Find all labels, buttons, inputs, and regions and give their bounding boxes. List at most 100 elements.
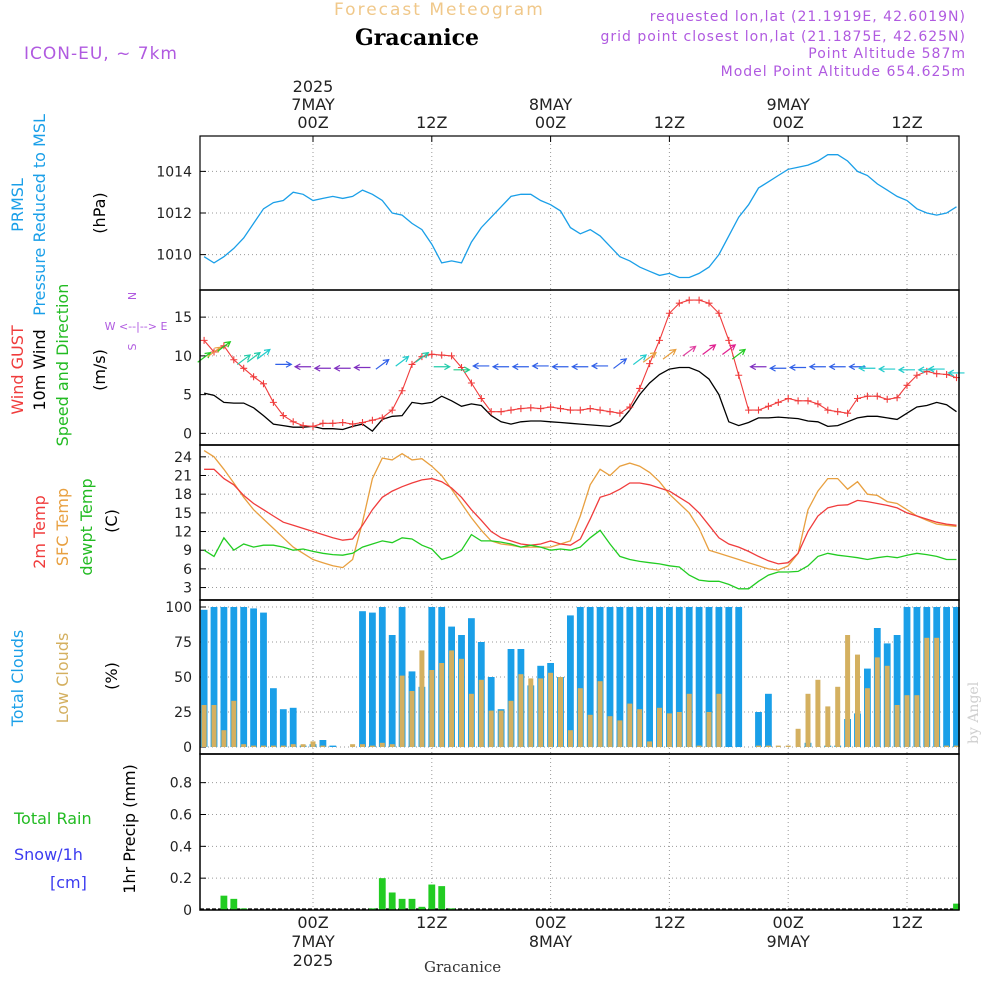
wind-direction-arrow xyxy=(293,363,312,371)
wind-direction-arrow xyxy=(217,341,232,352)
low-clouds-bar xyxy=(320,745,326,747)
wind-gust-marker xyxy=(408,360,416,368)
requested-coordinates: requested lon,lat (21.1919E, 42.6019N) xyxy=(649,9,966,25)
wind-gust-marker xyxy=(388,406,396,414)
wind-gust-marker xyxy=(685,296,693,304)
wind-direction-arrow xyxy=(722,344,737,355)
wind-gust-marker xyxy=(834,408,842,416)
wind-gust-marker xyxy=(616,409,624,417)
wind-gust-marker xyxy=(764,402,772,410)
total-clouds-bar xyxy=(695,607,703,747)
y-tick-label: 0 xyxy=(183,426,192,442)
total-clouds-bar xyxy=(329,745,337,747)
low-clouds-bar xyxy=(765,745,771,747)
dewpt-temp-line xyxy=(203,529,957,590)
wind-direction-arrow xyxy=(808,363,826,371)
y-tick-label: 50 xyxy=(174,670,192,686)
y-tick-label: 6 xyxy=(183,562,192,578)
wind-gust-marker xyxy=(329,419,337,427)
wind-gust-marker xyxy=(854,395,861,402)
wind-gust-marker xyxy=(269,398,277,406)
low-clouds-bar xyxy=(409,691,415,747)
total-clouds-bar xyxy=(586,607,594,747)
low-clouds-bar xyxy=(360,744,365,747)
top-time-label: 12Z xyxy=(416,113,447,132)
low-clouds-bar xyxy=(775,745,781,747)
low-clouds-bar xyxy=(310,741,316,747)
low-clouds-bar xyxy=(558,677,563,747)
total-clouds-bar xyxy=(755,712,762,747)
low-clouds-bar xyxy=(567,730,573,747)
top-time-label: 8MAY xyxy=(529,95,573,114)
low-clouds-bar xyxy=(201,705,207,747)
wind-gust-marker xyxy=(368,416,376,424)
y-tick-label: 24 xyxy=(174,450,192,466)
rain-bar xyxy=(369,908,376,910)
wind-direction-arrow xyxy=(731,348,747,360)
wind-gust-marker xyxy=(903,381,911,389)
total-clouds-label: Total Clouds xyxy=(8,630,27,728)
low-clouds-bar xyxy=(686,693,692,747)
top-time-label: 9MAY xyxy=(766,95,810,114)
wind-direction-arrow xyxy=(682,345,697,357)
wind-direction-arrow xyxy=(236,354,252,366)
total-clouds-bar xyxy=(596,607,604,747)
wind-direction-arrow xyxy=(246,351,262,363)
wind-direction-arrow xyxy=(472,362,490,370)
low-clouds-bar xyxy=(468,693,474,747)
low-clouds-bar xyxy=(221,730,227,747)
wind-gust-marker xyxy=(250,373,258,381)
low-clouds-bar xyxy=(419,650,425,747)
wind-gust-marker xyxy=(428,350,436,358)
low-clouds-bar xyxy=(597,681,603,747)
point-altitude: Point Altitude 587m xyxy=(808,46,966,62)
total-clouds-bar xyxy=(468,618,475,747)
wind-gust-marker xyxy=(507,406,515,414)
low-clouds-bar xyxy=(241,744,247,747)
low-clouds-bar xyxy=(548,672,554,747)
low-clouds-bar xyxy=(300,744,306,747)
wind-gust-marker xyxy=(260,380,267,388)
wind-gust-marker xyxy=(695,296,703,304)
wind-gust-marker xyxy=(913,371,921,379)
y-tick-label: 75 xyxy=(174,635,192,651)
wind-gust-marker xyxy=(289,418,297,426)
wind-direction-arrow xyxy=(256,348,271,360)
wind-10m-label: 10m Wind xyxy=(30,329,49,410)
low-clouds-bar xyxy=(508,700,514,747)
low-clouds-bar xyxy=(864,688,870,747)
low-clouds-bar xyxy=(350,744,356,747)
bottom-time-label: 2025 xyxy=(293,951,334,970)
wind-direction-label: Speed and Direction xyxy=(53,284,72,447)
total-clouds-bar xyxy=(715,607,723,747)
wind-gust-marker xyxy=(319,419,327,427)
y-tick-label: 100 xyxy=(165,600,192,616)
low-clouds-bar xyxy=(637,709,643,747)
rain-bar xyxy=(428,884,436,910)
total-rain-label: Total Rain xyxy=(13,809,92,828)
footer-location: Gracanice xyxy=(424,958,502,976)
rain-bar xyxy=(438,886,446,910)
wind-direction-arrow xyxy=(927,365,945,373)
wind-gust-marker xyxy=(923,367,931,375)
y-tick-label: 0 xyxy=(183,903,192,919)
rain-bar xyxy=(220,895,228,910)
wind-direction-arrow xyxy=(662,348,677,360)
precip-unit: 1hr Precip (mm) xyxy=(120,764,139,894)
top-time-label: 7MAY xyxy=(291,95,335,114)
low-clouds-bar xyxy=(290,744,296,747)
wind-gust-marker xyxy=(487,408,495,416)
top-time-label: 12Z xyxy=(891,113,922,132)
wind-gust-marker xyxy=(349,420,357,428)
wind-gust-label: Wind GUST xyxy=(8,325,27,415)
wind-gust-marker xyxy=(814,400,822,408)
wind-gust-marker xyxy=(467,379,475,387)
total-clouds-bar xyxy=(270,688,277,747)
wind-gust-marker xyxy=(418,353,426,361)
low-clouds-bar xyxy=(528,678,534,747)
total-clouds-bar xyxy=(626,607,634,747)
low-clouds-bar xyxy=(369,745,375,747)
wind-gust-marker xyxy=(339,419,347,427)
low-clouds-bar xyxy=(538,678,544,747)
total-clouds-bar xyxy=(953,607,960,747)
